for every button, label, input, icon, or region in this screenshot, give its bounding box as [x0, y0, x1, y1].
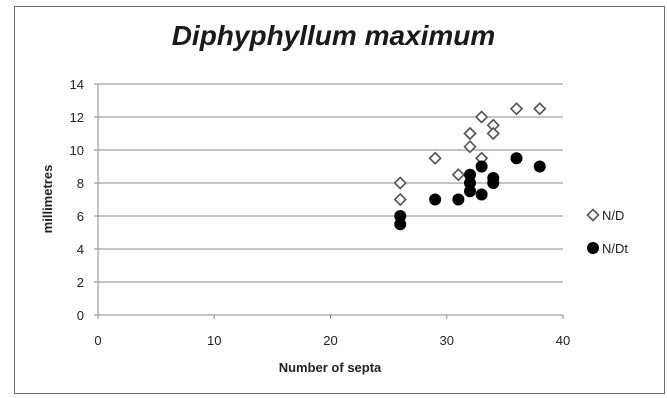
- x-tick-label: 20: [323, 333, 337, 348]
- x-tick-label: 10: [207, 333, 221, 348]
- ndt-circle-point: [429, 193, 442, 206]
- nd-diamond-point: [509, 102, 524, 116]
- ndt-circle-point: [394, 210, 407, 222]
- y-tick-label: 2: [77, 275, 84, 290]
- y-tick-label: 12: [70, 110, 84, 125]
- legend: N/D N/Dt: [586, 208, 628, 256]
- y-tick-label: 0: [77, 308, 84, 323]
- y-tick-labels: 0 2 4 6 8 10 12 14: [70, 77, 84, 323]
- legend-diamond-marker: [586, 208, 600, 222]
- y-axis-label: millimetres: [40, 165, 55, 234]
- y-tick-label: 8: [77, 176, 84, 191]
- nd-diamond-point: [451, 168, 466, 182]
- x-tick-label: 40: [556, 333, 570, 348]
- axes: [94, 83, 564, 319]
- nd-diamond-point: [474, 110, 489, 124]
- ndt-circle-point: [475, 160, 488, 173]
- y-tick-label: 14: [70, 77, 84, 92]
- x-axis-label: Number of septa: [279, 360, 382, 375]
- ndt-circle-point: [464, 185, 476, 198]
- nd-diamond-point: [428, 151, 442, 165]
- y-tick-label: 4: [77, 242, 84, 257]
- legend-label: N/D: [602, 208, 624, 223]
- ndt-circle-point: [464, 168, 476, 181]
- nd-diamond-point: [463, 140, 477, 154]
- legend-label: N/Dt: [602, 241, 628, 256]
- data-points: [393, 102, 547, 231]
- chart-frame: [14, 6, 665, 394]
- nd-diamond-point: [393, 192, 407, 207]
- y-tick-label: 10: [70, 143, 84, 158]
- chart-title: Diphyphyllum maximum: [171, 20, 496, 51]
- ndt-circle-point: [475, 188, 488, 201]
- ndt-circle-point: [533, 160, 546, 173]
- nd-diamond-point: [463, 126, 477, 141]
- nd-diamond-point: [486, 126, 500, 141]
- x-tick-labels: 0 10 20 30 40: [94, 333, 570, 348]
- ndt-circle-point: [394, 218, 407, 231]
- legend-circle-marker: [587, 242, 599, 254]
- nd-diamond-point: [533, 102, 547, 116]
- x-tick-label: 30: [440, 333, 454, 348]
- x-tick-label: 0: [94, 333, 101, 348]
- ndt-circle-point: [464, 177, 476, 189]
- y-tick-label: 6: [77, 209, 84, 224]
- ndt-circle-point: [487, 177, 500, 189]
- ndt-circle-point: [510, 152, 523, 165]
- ndt-circle-point: [452, 193, 465, 206]
- nd-diamond-point: [393, 176, 407, 190]
